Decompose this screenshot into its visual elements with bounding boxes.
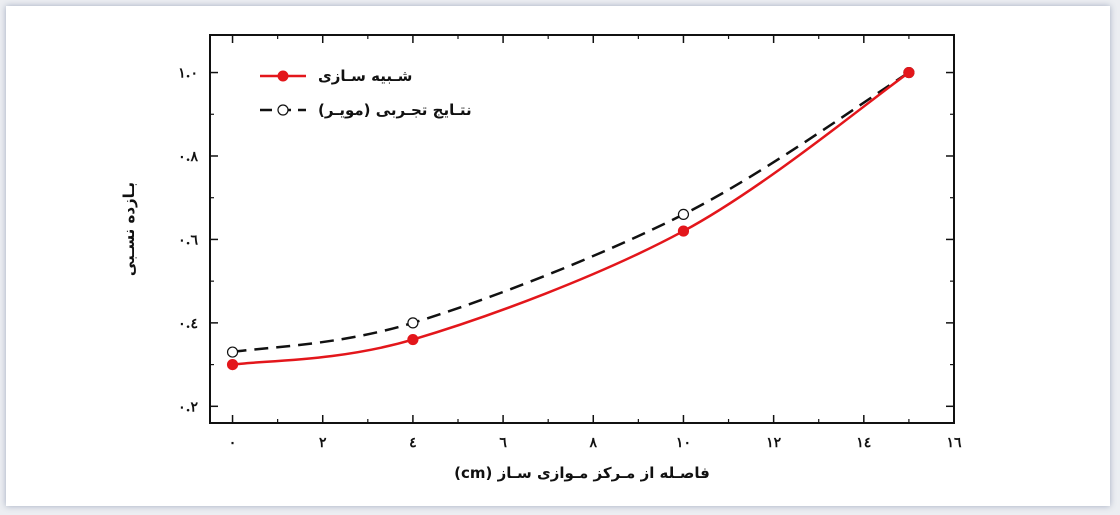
y-tick-label: ٠.٤ bbox=[178, 316, 198, 332]
legend: شـبیه سـازی نتـایج تجـربی (مویـر) bbox=[260, 67, 472, 119]
x-tick-label: ٢ bbox=[319, 435, 327, 451]
legend-marker-experimental bbox=[277, 104, 289, 116]
x-tick-label: ٠ bbox=[229, 435, 237, 451]
series-line-experimental bbox=[232, 71, 910, 354]
legend-label-simulation: شـبیه سـازی bbox=[318, 67, 412, 85]
y-tick-label: ١.٠ bbox=[178, 66, 198, 82]
x-tick-label: ١٢ bbox=[766, 435, 782, 451]
x-tick-label: ١٤ bbox=[856, 435, 871, 451]
x-tick-label: ١٠ bbox=[676, 435, 691, 451]
y-tick-label: ٠.٨ bbox=[178, 149, 198, 165]
x-tick-label: ٨ bbox=[589, 435, 598, 451]
x-axis-title: فاصـله از مـرکز مـوازی سـاز (cm) bbox=[454, 464, 710, 482]
x-tick-label: ١٦ bbox=[946, 435, 962, 451]
line-chart: ٠ ٢ ٤ ٦ ٨ ١٠ ١٢ ١٤ ١٦ ٠.٢ ٠.٤ ٠.٦ ٠.٨ ١.٠ فاصـله از … bbox=[120, 34, 962, 482]
legend-label-experimental: نتـایج تجـربی (مویـر) bbox=[318, 101, 472, 119]
y-axis-title: بـازده نسـبی bbox=[120, 182, 138, 276]
series-line-simulation bbox=[232, 71, 910, 366]
legend-marker-simulation bbox=[277, 70, 289, 82]
plot-frame bbox=[209, 34, 955, 424]
x-tick-label: ٤ bbox=[409, 435, 417, 451]
data-point-simulation bbox=[677, 225, 690, 237]
data-point-simulation bbox=[903, 66, 915, 79]
y-tick-label: ٠.٦ bbox=[178, 232, 198, 248]
data-point-simulation bbox=[226, 358, 239, 371]
data-point-experimental bbox=[226, 346, 239, 358]
x-tick-label: ٦ bbox=[499, 435, 507, 451]
data-point-simulation bbox=[407, 333, 419, 346]
figure-card: ٠ ٢ ٤ ٦ ٨ ١٠ ١٢ ١٤ ١٦ ٠.٢ ٠.٤ ٠.٦ ٠.٨ ١.٠ فاصـله از … bbox=[6, 6, 1110, 506]
data-point-experimental bbox=[677, 208, 690, 220]
y-tick-label: ٠.٢ bbox=[178, 399, 198, 415]
data-point-experimental bbox=[407, 317, 419, 329]
